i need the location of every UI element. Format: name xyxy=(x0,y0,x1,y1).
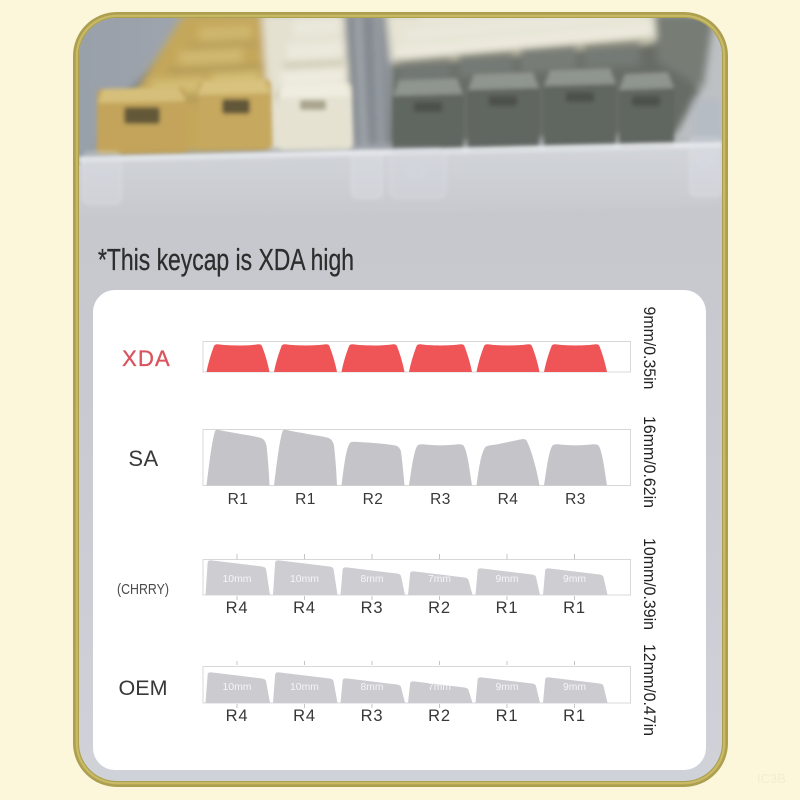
svg-text:10mm: 10mm xyxy=(290,681,319,693)
svg-text:8mm: 8mm xyxy=(361,681,384,693)
svg-text:9mm: 9mm xyxy=(496,681,519,693)
svg-text:IC3B: IC3B xyxy=(757,771,786,786)
svg-text:10mm/0.39in: 10mm/0.39in xyxy=(640,538,659,630)
svg-text:7mm: 7mm xyxy=(428,681,451,693)
svg-text:R1: R1 xyxy=(496,707,519,725)
svg-text:R3: R3 xyxy=(361,599,384,617)
svg-text:R2: R2 xyxy=(428,599,451,617)
svg-text:R1: R1 xyxy=(563,707,586,725)
svg-text:R2: R2 xyxy=(363,491,384,508)
svg-text:(CHRRY): (CHRRY) xyxy=(117,581,169,598)
svg-text:R3: R3 xyxy=(565,491,586,508)
svg-text:12mm/0.47in: 12mm/0.47in xyxy=(640,644,659,736)
svg-text:R1: R1 xyxy=(563,599,586,617)
svg-text:R4: R4 xyxy=(226,707,249,725)
svg-text:R4: R4 xyxy=(226,599,249,617)
svg-text:9mm/0.35in: 9mm/0.35in xyxy=(640,307,659,390)
svg-text:16mm/0.62in: 16mm/0.62in xyxy=(640,416,659,508)
svg-text:R4: R4 xyxy=(293,599,316,617)
svg-text:R2: R2 xyxy=(428,707,451,725)
svg-text:10mm: 10mm xyxy=(223,573,252,585)
svg-text:R3: R3 xyxy=(361,707,384,725)
svg-text:SA: SA xyxy=(128,446,158,471)
svg-text:R4: R4 xyxy=(498,491,519,508)
svg-text:R1: R1 xyxy=(228,491,249,508)
svg-text:10mm: 10mm xyxy=(223,681,252,693)
svg-text:R1: R1 xyxy=(496,599,519,617)
svg-text:9mm: 9mm xyxy=(496,573,519,585)
svg-text:R4: R4 xyxy=(293,707,316,725)
svg-text:R1: R1 xyxy=(295,491,316,508)
svg-text:XDA: XDA xyxy=(122,346,171,371)
svg-text:9mm: 9mm xyxy=(563,573,586,585)
svg-text:OEM: OEM xyxy=(119,676,168,700)
svg-text:10mm: 10mm xyxy=(290,573,319,585)
svg-text:R3: R3 xyxy=(430,491,451,508)
svg-text:*This keycap is XDA high: *This keycap is XDA high xyxy=(98,242,354,277)
svg-text:9mm: 9mm xyxy=(563,681,586,693)
svg-text:8mm: 8mm xyxy=(361,573,384,585)
svg-text:7mm: 7mm xyxy=(428,573,451,585)
